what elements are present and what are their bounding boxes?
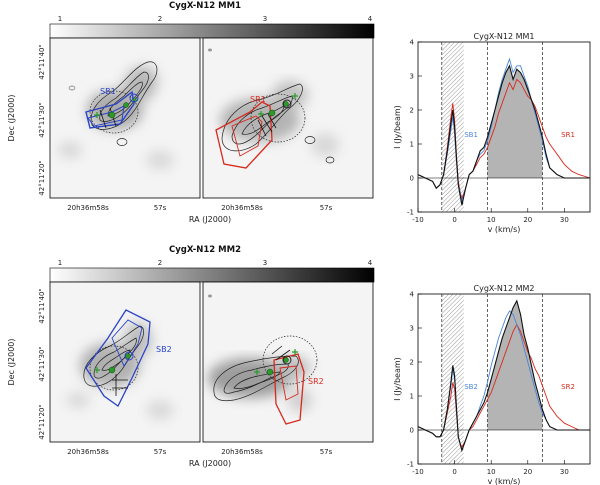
series-line-blue xyxy=(417,57,590,202)
row-2-title: CygX-N12 MM2 xyxy=(169,245,241,255)
y-tick-label: 4 xyxy=(410,291,415,299)
colorbar-tick: 3 xyxy=(263,15,267,23)
y-tick-label: 1 xyxy=(410,141,414,149)
ra-tick: 57s xyxy=(320,448,333,456)
series-line-black xyxy=(417,64,590,206)
y-tick-label: 4 xyxy=(410,39,415,47)
hatched-band xyxy=(441,42,464,212)
dec-tick: 42°11'40" xyxy=(38,288,46,323)
map-1-ylabel: Dec (J2000) xyxy=(7,95,16,142)
sb1-label: SB1 xyxy=(100,87,116,96)
colorbar-tick: 1 xyxy=(58,15,62,23)
y-tick-label: 0 xyxy=(410,175,414,183)
spectrum-blue-label: SB1 xyxy=(464,131,478,139)
ra-tick: 20h36m58s xyxy=(67,448,109,456)
y-tick-label: -1 xyxy=(407,461,414,469)
sr2-label: SR2 xyxy=(308,377,324,386)
y-tick-label: -1 xyxy=(407,209,414,217)
filled-integration-region xyxy=(487,300,543,430)
series-line-black xyxy=(417,299,590,453)
x-tick-label: -10 xyxy=(412,216,423,224)
spectrum-title: CygX-N12 MM2 xyxy=(474,284,535,293)
map-1-xlabel: RA (J2000) xyxy=(189,215,231,224)
y-tick-label: 0 xyxy=(410,427,414,435)
series-line-red xyxy=(417,323,590,448)
core-markers-2-right xyxy=(266,357,289,376)
spectrum-blue-label: SB2 xyxy=(464,383,478,391)
y-tick-label: 2 xyxy=(410,107,414,115)
x-tick-label: 30 xyxy=(560,216,569,224)
core-markers-1-right xyxy=(268,101,289,117)
x-tick-label: -10 xyxy=(412,468,423,476)
x-tick-label: 10 xyxy=(487,216,496,224)
map-2-xlabel: RA (J2000) xyxy=(189,459,231,468)
y-tick-label: 2 xyxy=(410,359,414,367)
series-line-red xyxy=(417,78,591,200)
colorbar-2: 1 2 3 4 xyxy=(49,259,375,283)
filled-integration-region xyxy=(487,65,543,178)
colorbar-tick: 1 xyxy=(58,259,62,267)
ra-tick: 20h36m58s xyxy=(67,204,109,212)
colorbar-tick: 2 xyxy=(158,259,162,267)
core-markers-1-left xyxy=(108,102,129,119)
core-markers-2-left xyxy=(108,353,131,374)
colorbar-tick: 2 xyxy=(158,15,162,23)
x-tick-label: 20 xyxy=(523,468,532,476)
map-1-left: SB1 xyxy=(49,37,201,199)
spectrum-xlabel: v (km/s) xyxy=(488,477,521,485)
map-2-left: SB2 xyxy=(49,281,201,443)
spectrum-red-label: SR1 xyxy=(561,131,575,139)
row-2: CygX-N12 MM2 1 2 3 4 xyxy=(7,245,375,468)
x-tick-label: 0 xyxy=(452,468,456,476)
x-tick-label: 20 xyxy=(523,216,532,224)
colorbar-tick: 4 xyxy=(368,259,373,267)
ra-tick: 20h36m58s xyxy=(221,448,263,456)
sr1-label: SR1 xyxy=(250,95,266,104)
dec-tick: 42°11'20" xyxy=(38,160,46,195)
y-tick-label: 3 xyxy=(410,73,414,81)
dec-tick: 42°11'20" xyxy=(38,404,46,439)
colorbar-ticks-1: 1 2 3 4 xyxy=(58,15,373,23)
colorbar-tick: 3 xyxy=(263,259,267,267)
y-tick-label: 3 xyxy=(410,325,414,333)
y-tick-label: 1 xyxy=(410,393,414,401)
row-1-title: CygX-N12 MM1 xyxy=(169,1,241,11)
row-1: CygX-N12 MM1 1 2 3 4 xyxy=(7,1,375,224)
x-tick-label: 30 xyxy=(560,468,569,476)
map-2-right: SR2 xyxy=(202,281,374,443)
dec-tick: 42°11'30" xyxy=(38,102,46,137)
dec-tick: 42°11'30" xyxy=(38,346,46,381)
ra-tick: 57s xyxy=(154,204,167,212)
spectrum-xlabel: v (km/s) xyxy=(488,225,521,234)
x-tick-label: 10 xyxy=(487,468,496,476)
ra-tick: 57s xyxy=(320,204,333,212)
spectrum-title: CygX-N12 MM1 xyxy=(474,32,535,41)
spectrum-red-label: SR2 xyxy=(561,383,575,391)
map-2-ylabel: Dec (J2000) xyxy=(7,339,16,386)
colorbar-tick: 4 xyxy=(368,15,373,23)
x-tick-label: 0 xyxy=(452,216,456,224)
spectrum-ylabel: I (Jy/beam) xyxy=(393,105,402,149)
spectrum-ylabel: I (Jy/beam) xyxy=(393,357,402,401)
map-1-right: SR1 xyxy=(202,37,374,199)
hatched-band xyxy=(441,294,464,464)
ra-tick: 57s xyxy=(154,448,167,456)
colorbar-1: 1 2 3 4 xyxy=(49,15,375,39)
ra-tick: 20h36m58s xyxy=(221,204,263,212)
sb2-label: SB2 xyxy=(156,345,172,354)
dec-tick: 42°11'40" xyxy=(38,44,46,79)
